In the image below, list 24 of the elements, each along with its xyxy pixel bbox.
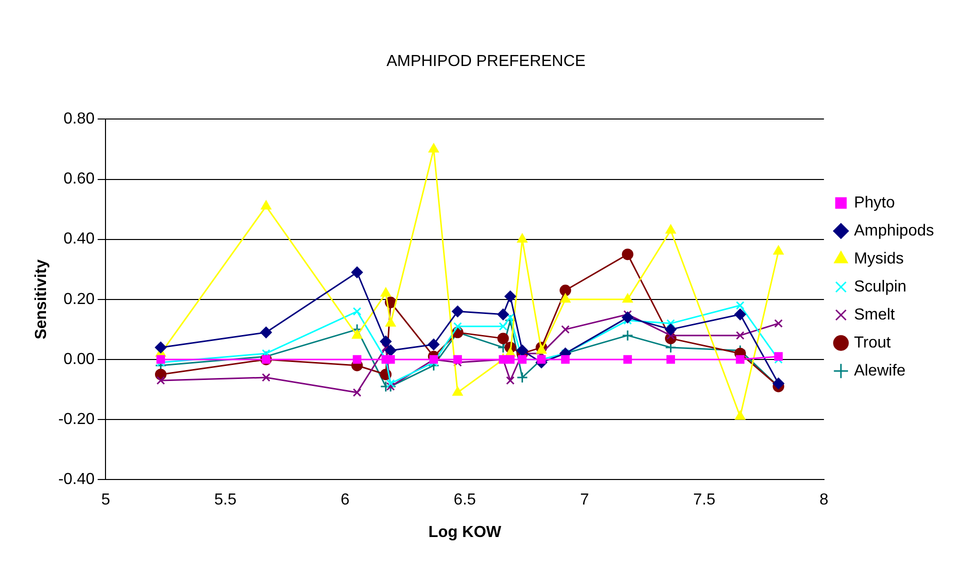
x-tick-label: 5.5 [214,492,237,509]
x-tick-label: 5 [101,492,110,509]
y-tick-label: 0.20 [64,290,95,308]
y-tick-label: 0.60 [64,170,95,188]
legend-label: Trout [854,334,892,352]
x-tick-label: 8 [820,492,828,509]
x-axis-title: Log KOW [428,524,502,541]
x-tick-label: 6.5 [454,492,476,509]
y-tick-label: -0.20 [58,410,95,428]
legend-label: Smelt [854,306,896,324]
y-tick-label: 0.80 [64,110,95,128]
x-tick-label: 7.5 [693,492,716,509]
legend-label: Mysids [854,250,904,268]
legend-label: Alewife [854,362,906,380]
y-axis-title: Sensitivity [33,259,50,340]
x-tick-label: 7 [580,492,590,509]
legend-label: Sculpin [854,278,906,296]
legend-label: Phyto [854,194,895,212]
y-tick-label: 0.40 [64,230,95,248]
chart-title: AMPHIPOD PREFERENCE [386,53,586,70]
y-tick-label: 0.00 [64,350,95,368]
x-tick-label: 6 [340,492,350,509]
legend-label: Amphipods [854,222,934,240]
y-tick-label: -0.40 [58,471,95,488]
